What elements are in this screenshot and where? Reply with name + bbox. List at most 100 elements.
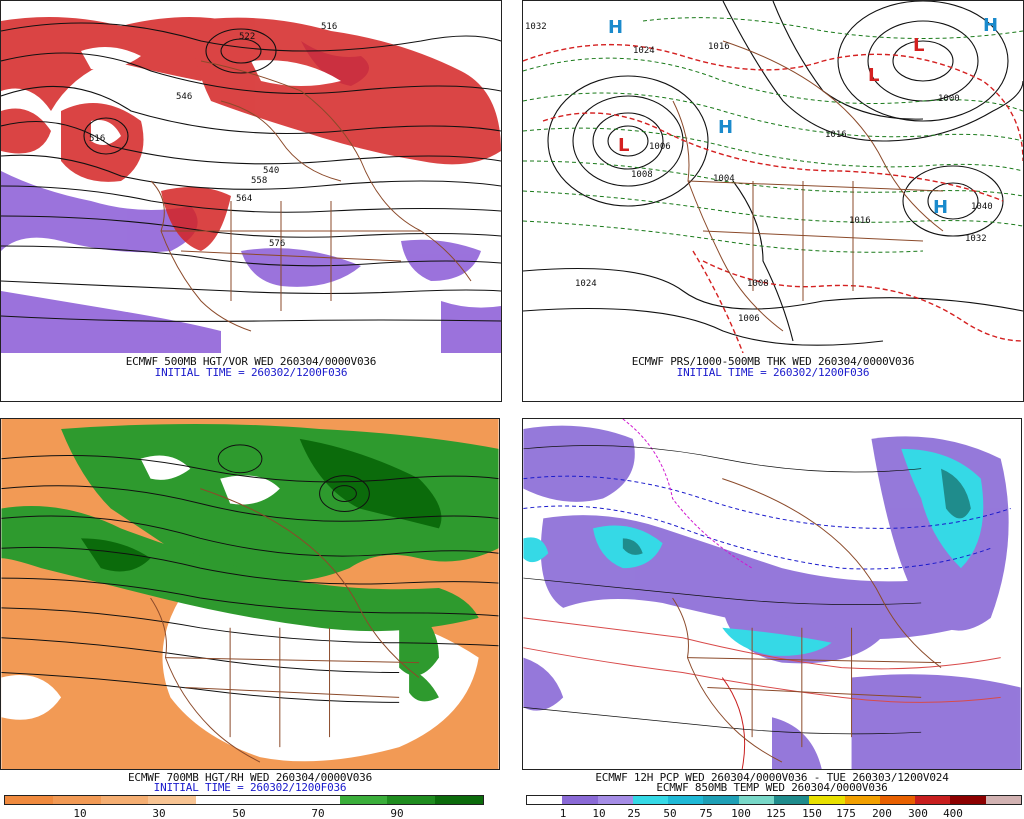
- precip-teal: [622, 468, 971, 555]
- pressure-label: 1016: [849, 216, 871, 226]
- pressure-label: 1000: [938, 94, 960, 104]
- colorbar-swatch: [100, 796, 149, 804]
- colorbar-tick-label: 10: [73, 807, 87, 819]
- pressure-labels: 1032 1024 1016 1006 1008 1004 1016 1000 …: [525, 22, 993, 324]
- geo-borders: [672, 40, 944, 332]
- pressure-label: 1008: [747, 279, 769, 289]
- colorbar-swatch: [387, 796, 436, 804]
- pressure-label: 1032: [965, 234, 987, 244]
- colorbar-swatch: [809, 796, 845, 804]
- panel-subtitle: ECMWF 850MB TEMP WED 260304/0000V036: [656, 781, 888, 794]
- colorbar-tick-label: 175: [836, 807, 856, 819]
- rh-green-dark: [80, 438, 442, 572]
- colorbar-swatch: [5, 796, 53, 804]
- contour-label: 564: [236, 194, 252, 204]
- colorbar-swatch: [562, 796, 598, 804]
- colorbar-swatch: [597, 796, 633, 804]
- contour-label: 516: [321, 22, 337, 32]
- high-center: H: [718, 117, 733, 138]
- colorbar-swatch: [738, 796, 774, 804]
- contour-label: 576: [269, 239, 285, 249]
- precip-colorbar-labels: 1 10 25 50 75 100 125 150 175 200 300 40…: [526, 807, 1022, 819]
- colorbar-tick-label: 70: [311, 807, 325, 819]
- map-500mb: 516 522 516 546 540 558 564 576: [1, 17, 501, 353]
- map-precip-temp: [522, 418, 1022, 770]
- colorbar-tick-label: 400: [943, 807, 963, 819]
- map-mslp-thickness: 1032 1024 1016 1006 1008 1004 1016 1000 …: [523, 1, 1023, 353]
- colorbar-swatch: [844, 796, 880, 804]
- colorbar-swatch: [632, 796, 669, 804]
- pressure-label: 1032: [525, 22, 547, 32]
- contour-labels: 516 522 516 546 540 558 564 576: [89, 22, 337, 249]
- initial-time: INITIAL TIME = 260302/1200F036: [154, 366, 348, 379]
- initial-time: INITIAL TIME = 260302/1200F036: [676, 366, 870, 379]
- pressure-label: 1004: [713, 174, 735, 184]
- contour-label: 546: [176, 92, 192, 102]
- isobars: [523, 1, 1023, 346]
- colorbar-swatch: [52, 796, 101, 804]
- height-contours: [1, 444, 499, 703]
- colorbar-tick-label: 50: [663, 807, 677, 819]
- pressure-label: 1024: [575, 279, 597, 289]
- colorbar-swatch: [985, 796, 1021, 804]
- colorbar-swatch: [196, 796, 244, 804]
- contour-label: 516: [89, 134, 105, 144]
- initial-time: INITIAL TIME = 260302/1200F036: [153, 781, 347, 794]
- panel-title: ECMWF 12H PCP WED 260304/0000V036 - TUE …: [595, 771, 949, 784]
- pressure-label: 1006: [738, 314, 760, 324]
- colorbar-tick-label: 50: [232, 807, 246, 819]
- colorbar-swatch: [527, 796, 563, 804]
- pressure-label: 1040: [971, 202, 993, 212]
- geo-borders: [150, 488, 420, 763]
- colorbar-tick-label: 10: [592, 807, 606, 819]
- low-center: L: [868, 65, 879, 86]
- contour-label: 522: [239, 32, 255, 42]
- colorbar-tick-label: 90: [390, 807, 404, 819]
- thickness-green: [523, 17, 1023, 253]
- pressure-centers: L L L H H H H: [608, 15, 998, 218]
- precip-colorbar: [526, 795, 1022, 805]
- colorbar-swatch: [950, 796, 986, 804]
- panel-title: ECMWF 500MB HGT/VOR WED 260304/0000V036: [125, 355, 377, 368]
- colorbar-swatch: [243, 796, 292, 804]
- high-center: H: [933, 197, 948, 218]
- height-contours: [1, 22, 501, 322]
- thickness-red: [523, 43, 1023, 353]
- colorbar-swatch: [291, 796, 340, 804]
- colorbar-tick-label: 75: [699, 807, 713, 819]
- contour-label: 558: [251, 176, 267, 186]
- panel-prs-thickness: 1032 1024 1016 1006 1008 1004 1016 1000 …: [522, 0, 1024, 402]
- panel-12h-pcp-850mb-temp: ECMWF 12H PCP WED 260304/0000V036 - TUE …: [522, 418, 1024, 819]
- panel-title: ECMWF 700MB HGT/RH WED 260304/0000V036: [127, 771, 373, 784]
- low-center: L: [913, 35, 924, 56]
- colorbar-tick-label: 25: [627, 807, 641, 819]
- high-center: H: [983, 15, 998, 36]
- colorbar-swatch: [435, 796, 483, 804]
- colorbar-tick-label: 150: [802, 807, 822, 819]
- rh-colorbar-labels: 10 30 50 70 90: [4, 807, 484, 819]
- pressure-label: 1016: [708, 42, 730, 52]
- colorbar-swatch: [773, 796, 810, 804]
- panel-700mb-hgt-rh: ECMWF 700MB HGT/RH WED 260304/0000V036 I…: [0, 418, 502, 819]
- precip-cyan: [523, 448, 984, 656]
- colorbar-swatch: [339, 796, 388, 804]
- rh-white-gaps: [140, 455, 280, 505]
- colorbar-swatch: [668, 796, 704, 804]
- low-center: L: [618, 135, 629, 156]
- pressure-label: 1006: [649, 142, 671, 152]
- rh-colorbar: [4, 795, 484, 805]
- colorbar-swatch: [879, 796, 916, 804]
- contour-label: 540: [263, 166, 279, 176]
- map-700mb: [0, 418, 500, 770]
- colorbar-swatch: [148, 796, 197, 804]
- colorbar-swatch: [703, 796, 739, 804]
- pressure-label: 1008: [631, 170, 653, 180]
- geo-borders: [150, 60, 472, 332]
- colorbar-tick-label: 1: [559, 807, 567, 819]
- vorticity-purple: [1, 41, 501, 353]
- panel-500mb-hgt-vor: 516 522 516 546 540 558 564 576 ECMWF 50…: [0, 0, 502, 402]
- colorbar-swatch: [915, 796, 951, 804]
- temp-contours: [523, 419, 1011, 769]
- high-center: H: [608, 17, 623, 38]
- colorbar-tick-label: 300: [908, 807, 928, 819]
